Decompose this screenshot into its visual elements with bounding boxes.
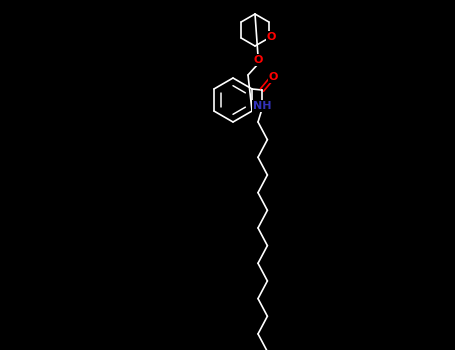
Text: O: O [268, 72, 278, 82]
Text: O: O [253, 55, 263, 65]
Text: O: O [266, 32, 276, 42]
Text: NH: NH [253, 101, 271, 111]
